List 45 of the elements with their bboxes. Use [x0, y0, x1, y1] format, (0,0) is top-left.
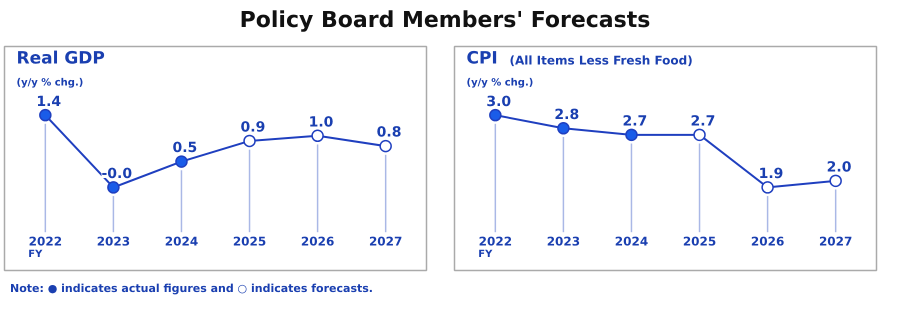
x-tick-label: 2027	[818, 234, 852, 249]
y-axis-title: (y/y % chg.)	[16, 78, 84, 88]
chart-title: Real GDP	[16, 48, 105, 68]
chart-subtitle: (All Items Less Fresh Food)	[510, 54, 693, 68]
x-tick-label: 2027	[368, 234, 402, 249]
x-tick-label: 2025	[682, 234, 716, 249]
data-label: 2.8	[554, 106, 580, 123]
data-label: -0.0	[102, 166, 132, 182]
data-label: 1.0	[308, 114, 334, 130]
x-tick-label: 2025	[232, 234, 266, 249]
point	[39, 108, 52, 122]
point	[489, 108, 502, 122]
data-label: 2.7	[690, 113, 716, 130]
x-tick-label: 2026	[750, 234, 784, 249]
x-tick-label: 2024	[164, 234, 198, 249]
point	[761, 181, 774, 194]
point	[107, 181, 120, 194]
text: Policy Board Members' Forecasts	[240, 7, 650, 35]
data-label: 2.7	[622, 113, 648, 130]
x-tick-label: 2022	[28, 234, 62, 249]
point	[829, 174, 842, 188]
x-axis-title: FY	[28, 248, 44, 260]
x-tick-label: 2026	[300, 234, 334, 249]
x-axis-title: FY	[478, 248, 494, 260]
x-tick-label: 2024	[614, 234, 648, 249]
y-axis-title: (y/y % chg.)	[466, 78, 534, 88]
point	[693, 128, 706, 142]
text: Note: ● indicates actual figures and ○ indicates forecasts.	[10, 281, 373, 297]
point	[243, 134, 256, 148]
x-tick-label: 2022	[478, 234, 512, 249]
point	[175, 155, 188, 168]
data-label: 2.0	[826, 159, 852, 176]
point	[625, 128, 638, 142]
data-label: 0.5	[172, 140, 198, 156]
x-tick-label: 2023	[546, 234, 580, 249]
x-tick-label: 2023	[96, 234, 130, 249]
chart-title: CPI	[466, 48, 498, 68]
data-label: 3.0	[486, 94, 512, 110]
data-label: 0.9	[240, 120, 266, 136]
point	[557, 122, 570, 135]
data-label: 0.8	[376, 124, 402, 141]
point	[379, 140, 392, 152]
point	[311, 130, 324, 142]
data-label: 1.9	[758, 166, 784, 182]
data-label: 1.4	[36, 94, 62, 110]
